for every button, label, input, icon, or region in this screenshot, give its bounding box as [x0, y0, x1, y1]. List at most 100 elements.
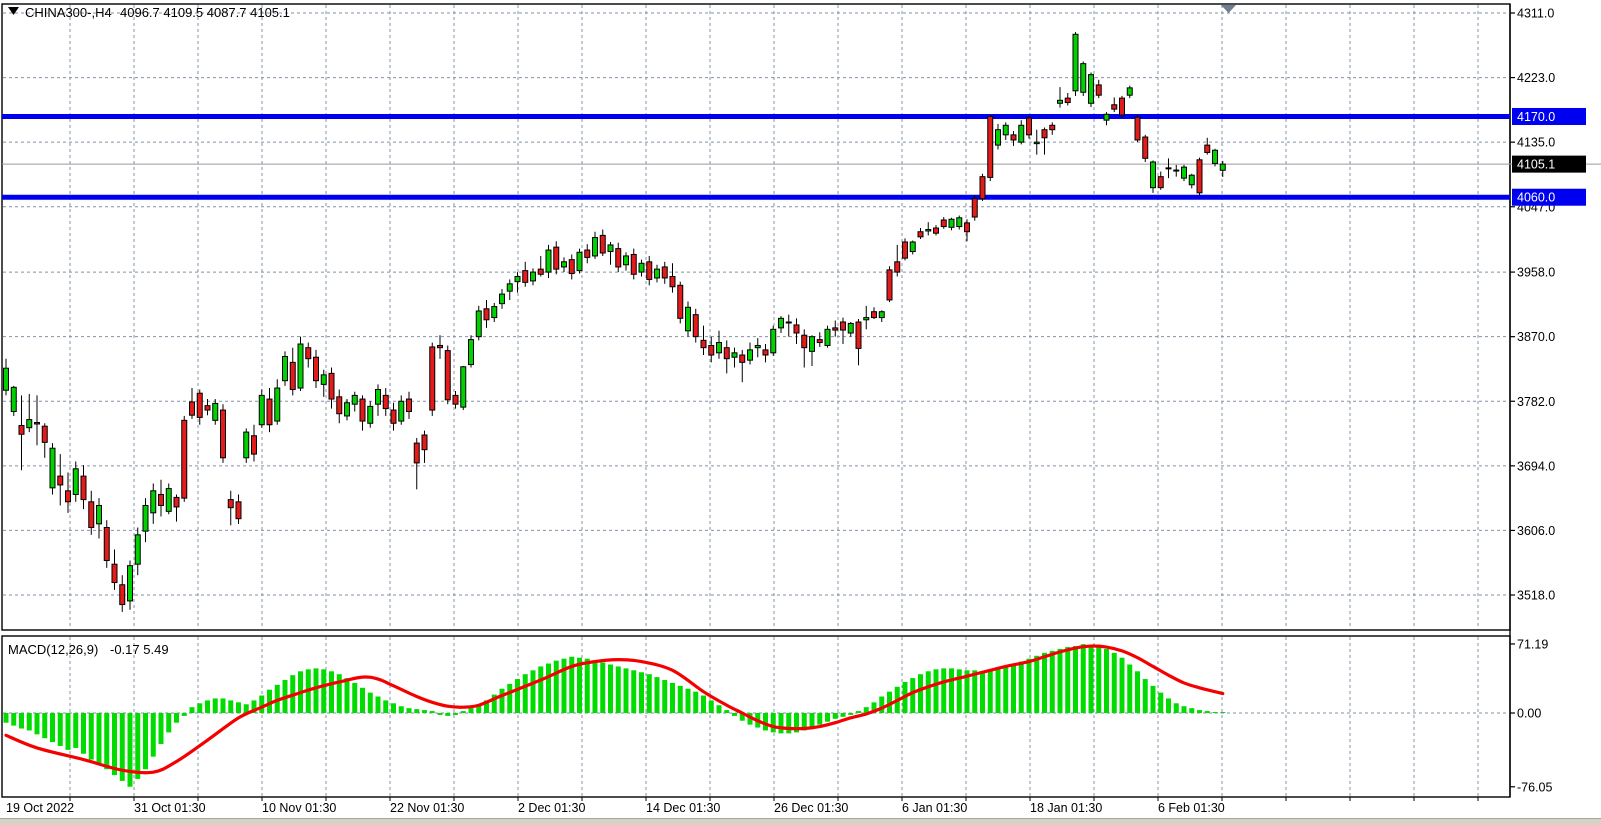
- candle: [770, 325, 777, 356]
- candle: [855, 319, 862, 366]
- candle: [1142, 134, 1149, 162]
- candle: [514, 272, 521, 293]
- candle: [181, 415, 188, 502]
- candle: [878, 310, 885, 322]
- candle: [599, 229, 606, 256]
- grid-lines: [3, 5, 1509, 796]
- candle: [189, 388, 195, 419]
- time-axis-label: 10 Nov 01:30: [262, 801, 336, 815]
- candle: [700, 325, 707, 356]
- candle: [778, 316, 784, 333]
- candle: [165, 483, 172, 515]
- time-axis-label: 19 Oct 2022: [6, 801, 74, 815]
- candle: [158, 479, 164, 517]
- candle: [336, 389, 343, 424]
- candle: [847, 321, 854, 337]
- candle: [987, 115, 994, 182]
- macd-indicator[interactable]: [3, 644, 1226, 787]
- candle: [723, 340, 730, 374]
- panel-borders: [1, 3, 1511, 798]
- candle: [173, 494, 180, 522]
- time-axis[interactable]: 19 Oct 2022 31 Oct 01:30 10 Nov 01:30 22 No…: [6, 797, 1479, 815]
- candle: [204, 399, 211, 416]
- candle: [258, 389, 265, 428]
- candle: [305, 342, 312, 368]
- candle: [545, 244, 552, 278]
- candle: [3, 358, 9, 396]
- candle: [10, 385, 17, 416]
- candle: [716, 330, 722, 359]
- candle: [26, 393, 33, 433]
- candle: [212, 399, 219, 425]
- symbol-title: CHINA300-,H4: [25, 5, 112, 20]
- price-tick-label: 4135.0: [1517, 136, 1555, 150]
- candle: [1204, 137, 1211, 155]
- candle: [103, 520, 110, 568]
- candle: [894, 244, 901, 277]
- level-price-badge: 4060.0: [1517, 191, 1555, 205]
- candle: [491, 302, 498, 322]
- chart-header: CHINA300-,H4 4096.7 4109.5 4087.7 4105.1: [8, 5, 290, 20]
- candle: [142, 498, 149, 543]
- candle: [1111, 97, 1118, 113]
- candle: [390, 402, 397, 431]
- candle: [452, 390, 459, 409]
- time-axis-label: 26 Dec 01:30: [774, 801, 848, 815]
- candle: [902, 238, 908, 261]
- candle: [638, 259, 645, 277]
- candle: [995, 123, 1001, 150]
- price-axis[interactable]: 4311.04223.04135.04047.03958.03870.03782…: [1510, 7, 1555, 795]
- candle: [134, 527, 141, 576]
- candle: [382, 388, 389, 416]
- price-tick-label: 4223.0: [1517, 71, 1555, 85]
- macd-axis-label: -76.05: [1517, 780, 1552, 794]
- candle: [1165, 158, 1172, 179]
- candle: [421, 430, 428, 463]
- price-badges: 4170.0 4060.0 4105.1: [1512, 107, 1586, 206]
- candle: [1181, 164, 1187, 182]
- candle: [1002, 122, 1009, 140]
- candle: [1134, 115, 1141, 143]
- candle: [731, 347, 738, 368]
- chart-shift-marker-icon[interactable]: [1221, 5, 1236, 13]
- price-tick-label: 3782.0: [1517, 395, 1555, 409]
- candle: [948, 217, 955, 231]
- candle: [824, 325, 831, 348]
- candle: [475, 305, 482, 341]
- candle: [413, 437, 420, 490]
- price-tick-label: 3606.0: [1517, 524, 1555, 538]
- candle: [646, 255, 653, 286]
- candle: [506, 279, 513, 300]
- candle: [468, 335, 474, 368]
- candlestick-series[interactable]: [3, 32, 1226, 612]
- candle: [320, 369, 327, 397]
- level-price-badge: 4170.0: [1517, 110, 1555, 124]
- candle: [1072, 32, 1079, 96]
- candle: [282, 351, 288, 386]
- candle: [1219, 160, 1226, 177]
- candle: [886, 266, 893, 303]
- candle: [677, 281, 684, 324]
- candle: [444, 345, 451, 405]
- candle: [522, 261, 529, 287]
- time-axis-label: 14 Dec 01:30: [646, 801, 720, 815]
- candle: [18, 395, 25, 471]
- time-axis-label: 6 Jan 01:30: [902, 801, 967, 815]
- candle: [351, 391, 358, 412]
- symbol-dropdown-triangle-icon[interactable]: [8, 7, 19, 15]
- candle: [561, 257, 567, 273]
- candle: [313, 349, 319, 389]
- candle: [661, 261, 668, 284]
- candle: [1064, 93, 1071, 106]
- candle: [925, 222, 932, 236]
- candle: [34, 395, 40, 446]
- horizontal-level-lines[interactable]: [2, 113, 1601, 200]
- candle: [530, 268, 536, 286]
- candle: [406, 391, 412, 419]
- time-axis-label: 2 Dec 01:30: [518, 801, 585, 815]
- window-edge-strip: [0, 818, 1601, 825]
- price-tick-label: 4311.0: [1517, 7, 1554, 21]
- candle: [1212, 148, 1218, 167]
